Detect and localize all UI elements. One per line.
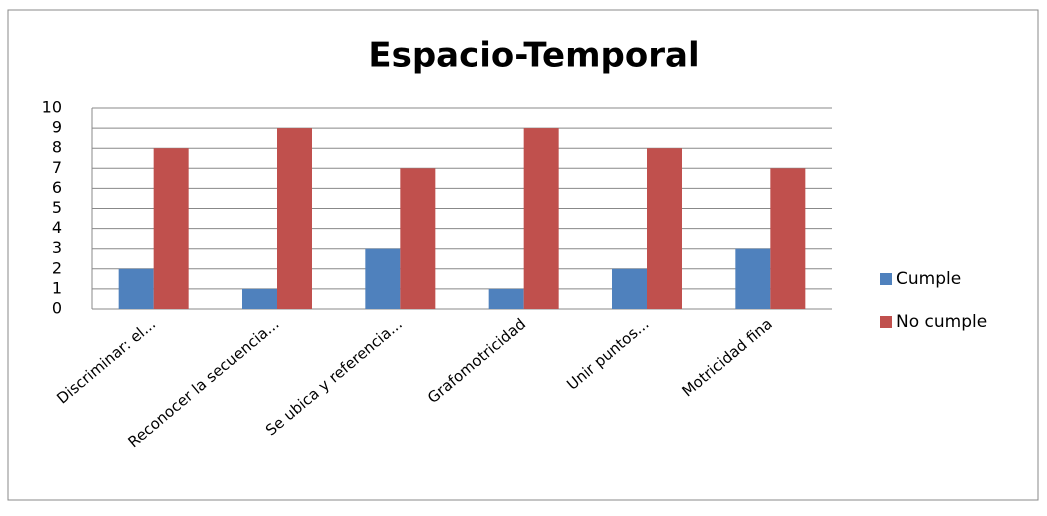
legend-label: Cumple	[896, 269, 961, 289]
bar	[400, 168, 436, 309]
y-tick-label: 0	[52, 299, 62, 318]
y-tick-label: 4	[52, 218, 62, 237]
bar	[770, 168, 806, 309]
bar	[277, 128, 312, 309]
bar	[118, 268, 154, 309]
y-tick-label: 6	[52, 178, 62, 197]
y-tick-label: 2	[52, 258, 62, 277]
bar	[365, 248, 401, 309]
legend-swatch	[880, 316, 892, 328]
y-tick-label: 7	[52, 158, 62, 177]
bar	[153, 148, 189, 309]
y-tick-label: 10	[42, 98, 62, 117]
bar	[523, 128, 559, 309]
y-tick-label: 5	[52, 198, 62, 217]
bar	[612, 268, 647, 309]
bar	[242, 288, 277, 309]
bar	[488, 288, 524, 309]
chart-title: Espacio-Temporal	[368, 36, 699, 76]
bar	[735, 248, 771, 309]
bar	[647, 148, 682, 309]
y-tick-label: 1	[52, 278, 62, 297]
legend-swatch	[880, 273, 892, 285]
y-tick-label: 8	[52, 138, 62, 157]
legend-label: No cumple	[896, 312, 987, 332]
y-tick-label: 3	[52, 238, 62, 257]
y-tick-label: 9	[52, 118, 62, 137]
